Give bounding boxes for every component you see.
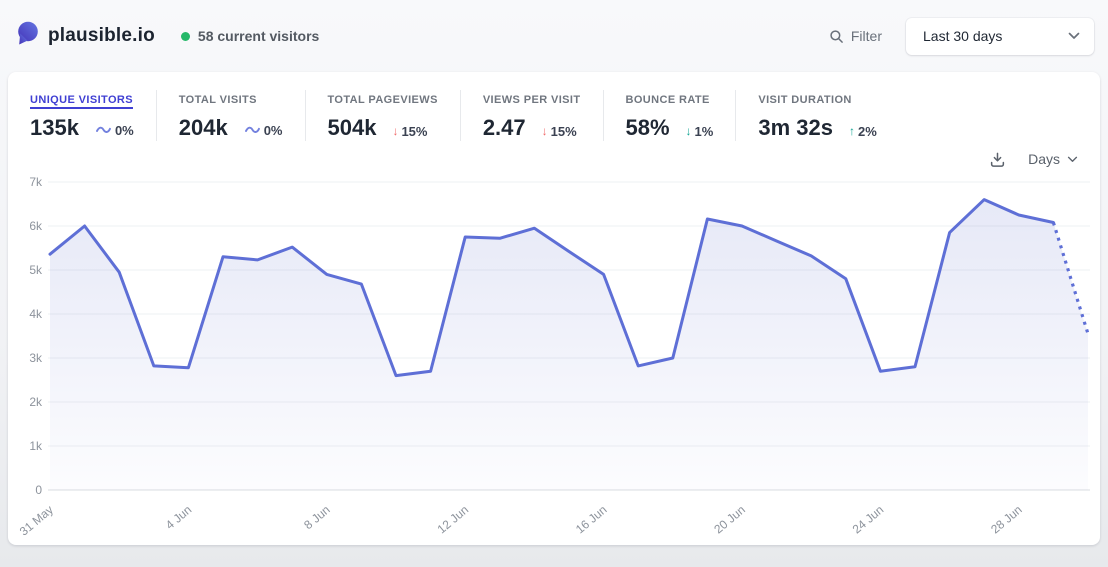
stat-views-per-visit[interactable]: VIEWS PER VISIT 2.47 ↓ 15% xyxy=(459,90,603,141)
top-right-controls: Filter Last 30 days xyxy=(829,17,1094,55)
chart-area: 0 1k 2k 3k 4k 5k 6k 7k 31 May 4 Jun 8 Jun 12 Jun 16 … xyxy=(8,171,1100,543)
search-icon xyxy=(829,29,844,44)
date-range-select[interactable]: Last 30 days xyxy=(906,17,1094,55)
plausible-logo-icon xyxy=(14,20,40,52)
chevron-down-icon xyxy=(1068,32,1080,40)
stat-label[interactable]: TOTAL VISITS xyxy=(178,94,257,106)
stat-total-visits[interactable]: TOTAL VISITS 204k 0% xyxy=(155,90,305,141)
svg-text:20 Jun: 20 Jun xyxy=(711,503,748,537)
svg-text:24 Jun: 24 Jun xyxy=(850,503,887,537)
stat-label[interactable]: TOTAL PAGEVIEWS xyxy=(327,94,438,106)
live-dot-icon xyxy=(180,31,190,41)
stat-value: 135k xyxy=(30,115,79,140)
svg-text:7k: 7k xyxy=(29,175,43,189)
svg-text:0: 0 xyxy=(35,483,42,497)
download-icon xyxy=(989,151,1006,168)
svg-text:4k: 4k xyxy=(29,307,43,321)
stat-value: 504k xyxy=(327,115,377,140)
stat-change: ↓ 1% xyxy=(685,123,714,139)
download-button[interactable] xyxy=(989,151,1006,168)
filter-button[interactable]: Filter xyxy=(829,28,882,44)
stat-value: 204k xyxy=(178,115,228,140)
change-icon xyxy=(95,125,112,135)
filter-label: Filter xyxy=(850,28,882,44)
interval-label: Days xyxy=(1028,151,1060,167)
svg-text:4 Jun: 4 Jun xyxy=(163,503,194,533)
svg-text:3k: 3k xyxy=(29,351,43,365)
svg-text:6k: 6k xyxy=(29,219,43,233)
interval-select[interactable]: Days xyxy=(1028,151,1078,167)
svg-text:16 Jun: 16 Jun xyxy=(573,503,610,537)
svg-text:31 May: 31 May xyxy=(17,503,56,539)
stat-change: 0% xyxy=(95,123,134,138)
stat-change: ↑ 2% xyxy=(848,123,877,139)
stat-value: 58% xyxy=(625,115,670,140)
stat-unique-visitors[interactable]: UNIQUE VISITORS 135k 0% xyxy=(30,90,156,141)
top-bar: plausible.io 58 current visitors Filter … xyxy=(0,0,1108,72)
stat-label[interactable]: VISIT DURATION xyxy=(758,94,852,106)
change-icon: ↓ xyxy=(685,124,692,138)
stats-row: UNIQUE VISITORS 135k 0% TOTAL VISITS 204… xyxy=(8,90,1100,141)
stat-label[interactable]: BOUNCE RATE xyxy=(625,94,710,106)
change-icon: ↓ xyxy=(541,124,548,138)
stat-label[interactable]: UNIQUE VISITORS xyxy=(30,94,133,106)
stat-value: 3m 32s xyxy=(758,115,833,140)
change-icon: ↓ xyxy=(392,124,399,138)
change-icon: ↑ xyxy=(848,124,855,138)
site-name[interactable]: plausible.io xyxy=(48,25,155,46)
current-visitors-label: 58 current visitors xyxy=(197,28,320,44)
svg-text:8 Jun: 8 Jun xyxy=(301,503,332,533)
svg-text:12 Jun: 12 Jun xyxy=(435,503,472,537)
dashboard-card: UNIQUE VISITORS 135k 0% TOTAL VISITS 204… xyxy=(8,72,1100,545)
svg-text:2k: 2k xyxy=(29,395,43,409)
stat-change: 0% xyxy=(244,123,283,138)
stat-bounce-rate[interactable]: BOUNCE RATE 58% ↓ 1% xyxy=(602,90,736,141)
stat-label[interactable]: VIEWS PER VISIT xyxy=(482,94,581,106)
current-visitors[interactable]: 58 current visitors xyxy=(180,28,320,44)
chevron-down-icon xyxy=(1067,156,1078,163)
stat-change: ↓ 15% xyxy=(392,123,428,139)
svg-text:28 Jun: 28 Jun xyxy=(988,503,1025,537)
stat-visit-duration[interactable]: VISIT DURATION 3m 32s ↑ 2% xyxy=(735,90,898,141)
change-icon xyxy=(244,125,261,135)
stat-change: ↓ 15% xyxy=(541,123,577,139)
svg-text:1k: 1k xyxy=(29,439,43,453)
brand: plausible.io 58 current visitors xyxy=(14,20,319,52)
stat-total-pageviews[interactable]: TOTAL PAGEVIEWS 504k ↓ 15% xyxy=(304,90,460,141)
chart-controls: Days xyxy=(8,141,1100,171)
svg-text:5k: 5k xyxy=(29,263,43,277)
stat-value: 2.47 xyxy=(482,115,526,140)
visitors-chart[interactable]: 0 1k 2k 3k 4k 5k 6k 7k 31 May 4 Jun 8 Jun 12 Jun 16 … xyxy=(8,171,1092,543)
date-range-value: Last 30 days xyxy=(923,28,1003,44)
